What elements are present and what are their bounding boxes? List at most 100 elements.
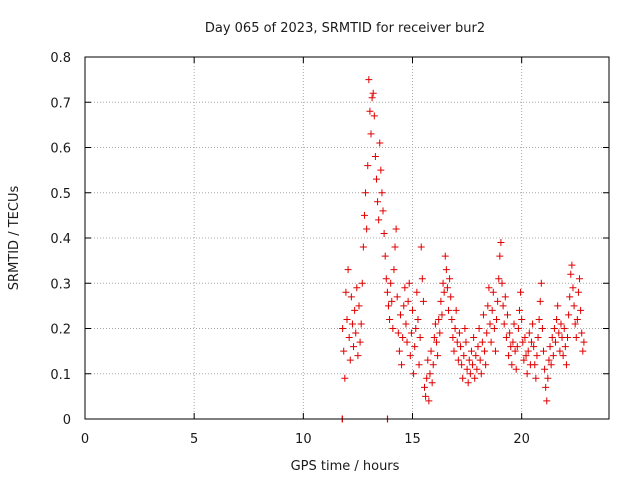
data-point bbox=[438, 311, 446, 319]
data-point bbox=[355, 302, 363, 310]
data-point bbox=[463, 365, 471, 373]
y-tick-label: 0.5 bbox=[50, 187, 71, 202]
data-point bbox=[545, 356, 553, 364]
data-point bbox=[392, 225, 400, 233]
data-point bbox=[427, 347, 435, 355]
data-point bbox=[556, 347, 564, 355]
data-point bbox=[452, 306, 460, 314]
data-point bbox=[497, 239, 505, 247]
data-point bbox=[425, 397, 433, 405]
data-point bbox=[407, 329, 415, 337]
y-tick-label: 0.4 bbox=[50, 232, 71, 247]
data-point bbox=[467, 347, 475, 355]
data-point bbox=[538, 325, 546, 332]
data-point bbox=[464, 379, 472, 387]
data-point bbox=[462, 338, 470, 346]
data-point bbox=[406, 352, 414, 360]
data-point bbox=[400, 302, 408, 310]
data-point bbox=[527, 338, 535, 346]
data-point bbox=[489, 288, 497, 296]
data-point bbox=[353, 284, 361, 292]
data-point bbox=[434, 352, 442, 360]
data-point bbox=[428, 379, 436, 387]
data-point bbox=[351, 306, 359, 314]
data-point bbox=[426, 370, 434, 378]
data-point bbox=[417, 243, 425, 251]
data-point bbox=[523, 370, 531, 378]
data-point bbox=[362, 189, 370, 197]
data-point bbox=[565, 311, 573, 319]
data-point bbox=[571, 320, 579, 328]
data-point bbox=[505, 352, 513, 360]
data-point bbox=[371, 153, 379, 161]
data-point bbox=[482, 361, 490, 369]
data-point bbox=[466, 370, 474, 378]
data-point bbox=[487, 338, 495, 346]
data-point bbox=[513, 343, 521, 351]
data-point bbox=[529, 320, 537, 328]
data-point bbox=[357, 320, 365, 328]
data-point bbox=[402, 320, 410, 328]
data-point bbox=[358, 279, 366, 287]
data-point bbox=[465, 356, 473, 364]
data-point bbox=[419, 297, 427, 305]
data-point bbox=[485, 284, 493, 292]
y-tick-label: 0.7 bbox=[50, 96, 71, 111]
data-point bbox=[440, 288, 448, 296]
data-point bbox=[554, 302, 562, 310]
data-point bbox=[519, 338, 527, 346]
data-point bbox=[578, 329, 586, 337]
y-tick-labels: 0 0.1 0.2 0.3 0.4 0.5 0.6 0.7 0.8 bbox=[50, 51, 71, 428]
y-tick-label: 0 bbox=[63, 413, 71, 428]
data-point bbox=[416, 334, 424, 342]
data-point bbox=[363, 225, 371, 233]
x-tick-label: 0 bbox=[81, 432, 89, 447]
data-point bbox=[423, 374, 431, 382]
data-point bbox=[488, 306, 496, 314]
data-point bbox=[491, 347, 499, 355]
data-point bbox=[496, 252, 504, 260]
data-point bbox=[520, 356, 528, 364]
data-point bbox=[399, 334, 407, 342]
data-point bbox=[472, 352, 480, 360]
data-point bbox=[577, 306, 585, 314]
data-point bbox=[478, 338, 486, 346]
data-point bbox=[522, 352, 530, 360]
data-point bbox=[461, 325, 469, 332]
data-point bbox=[381, 252, 389, 260]
data-point bbox=[442, 266, 450, 274]
data-point bbox=[414, 315, 422, 323]
data-point bbox=[460, 352, 468, 360]
data-point bbox=[374, 198, 382, 206]
data-point bbox=[502, 334, 510, 342]
y-tick-label: 0.2 bbox=[50, 323, 71, 338]
data-points bbox=[338, 76, 588, 423]
data-point bbox=[393, 293, 401, 301]
x-tick-label: 20 bbox=[513, 432, 530, 447]
data-point bbox=[364, 162, 372, 170]
data-point bbox=[344, 266, 352, 274]
data-point bbox=[494, 297, 502, 305]
data-point bbox=[507, 343, 515, 351]
data-point bbox=[380, 229, 388, 237]
data-point bbox=[356, 338, 364, 346]
x-tick-label: 10 bbox=[295, 432, 312, 447]
data-point bbox=[404, 297, 412, 305]
data-point bbox=[348, 320, 356, 328]
data-point bbox=[521, 334, 529, 342]
data-point bbox=[340, 347, 348, 355]
data-point bbox=[476, 356, 484, 364]
data-point bbox=[387, 279, 395, 287]
data-point bbox=[436, 329, 444, 337]
data-point bbox=[483, 329, 491, 337]
data-point bbox=[343, 315, 351, 323]
data-point bbox=[459, 374, 467, 382]
chart-title: Day 065 of 2023, SRMTID for receiver bur… bbox=[205, 21, 485, 36]
data-point bbox=[570, 302, 578, 310]
data-point bbox=[557, 320, 565, 328]
data-point bbox=[562, 361, 570, 369]
data-point bbox=[501, 293, 509, 301]
x-tick-label: 5 bbox=[190, 432, 198, 447]
data-point bbox=[403, 338, 411, 346]
x-tick-label: 15 bbox=[404, 432, 421, 447]
